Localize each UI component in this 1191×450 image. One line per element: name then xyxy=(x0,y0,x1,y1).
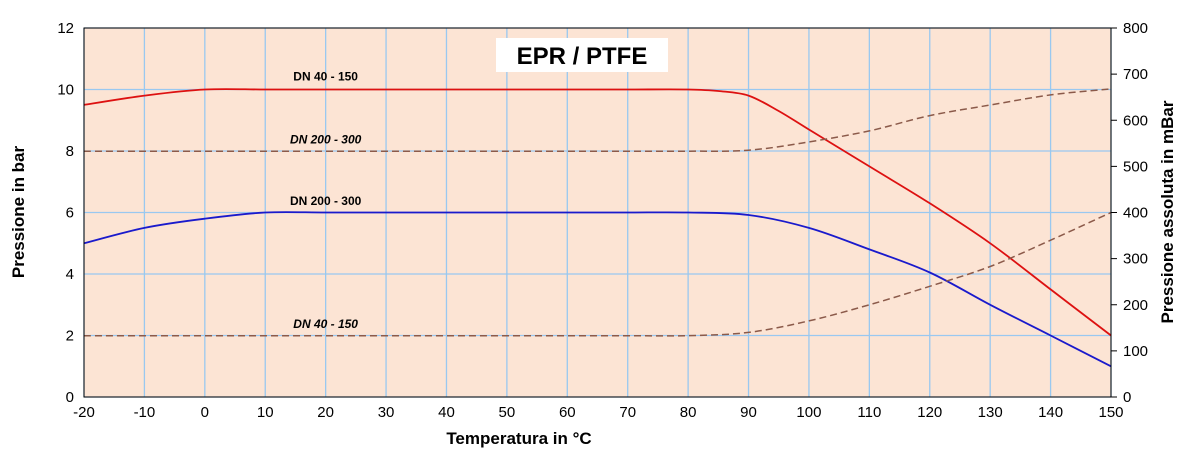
y-tick-label: 4 xyxy=(66,266,74,283)
y-axis-title: Pressione in bar xyxy=(9,145,28,278)
x-tick-label: 0 xyxy=(201,404,209,421)
x-tick-label: 110 xyxy=(857,404,881,421)
y-tick-label: 6 xyxy=(66,205,74,222)
y2-tick-label: 700 xyxy=(1123,66,1148,83)
y2-tick-label: 0 xyxy=(1123,389,1131,406)
x-tick-label: 10 xyxy=(257,404,274,421)
series-label-2: DN 200 - 300 xyxy=(290,132,362,146)
y2-axis-title: Pressione assoluta in mBar xyxy=(1158,100,1177,323)
y-tick-label: 2 xyxy=(66,328,74,345)
x-axis-ticks: -20 -10 0 10 20 30 40 50 60 70 80 90 100 110 120 130 140… xyxy=(73,404,1123,421)
series-line-1 xyxy=(83,88,1112,337)
x-tick-label: 130 xyxy=(978,404,1003,421)
y-axis-ticks: 0 2 4 6 8 10 12 xyxy=(57,20,74,406)
x-tick-label: 20 xyxy=(317,404,334,421)
x-tick-label: 40 xyxy=(438,404,455,421)
title-box: EPR / PTFE xyxy=(496,38,668,72)
y-tick-label: 12 xyxy=(57,20,74,37)
y-tick-label: 8 xyxy=(66,143,74,160)
series-label-1: DN 40 - 150 xyxy=(293,69,358,83)
chart-title: EPR / PTFE xyxy=(517,43,648,70)
series-label-3: DN 200 - 300 xyxy=(290,194,362,208)
y2-tick-label: 200 xyxy=(1123,297,1148,314)
x-tick-label: 120 xyxy=(917,404,942,421)
x-tick-label: 140 xyxy=(1038,404,1063,421)
series-lines xyxy=(83,88,1112,368)
y2-tick-label: 500 xyxy=(1123,158,1148,175)
series-line-4 xyxy=(84,211,1112,337)
series-line-3 xyxy=(83,88,1112,152)
x-axis-title: Temperatura in °C xyxy=(446,429,591,448)
y2-tick-label: 600 xyxy=(1123,112,1148,129)
series-label-4: DN 40 - 150 xyxy=(293,317,358,331)
x-tick-label: -20 xyxy=(73,404,95,421)
y-tick-label: 10 xyxy=(57,82,74,99)
x-tick-label: 80 xyxy=(680,404,697,421)
y2-axis-ticks: 0 100 200 300 400 500 600 700 800 xyxy=(1111,20,1148,406)
x-tick-label: 100 xyxy=(796,404,821,421)
x-tick-label: 50 xyxy=(499,404,516,421)
x-tick-label: 150 xyxy=(1098,404,1123,421)
x-tick-label: 70 xyxy=(619,404,636,421)
y2-tick-label: 400 xyxy=(1123,205,1148,222)
x-tick-label: 90 xyxy=(740,404,757,421)
y2-tick-label: 100 xyxy=(1123,343,1148,360)
y2-tick-label: 800 xyxy=(1123,20,1148,37)
annotations: DN 40 - 150 DN 200 - 300 DN 200 - 300 DN 40… xyxy=(290,69,362,331)
y2-tick-label: 300 xyxy=(1123,251,1148,268)
x-tick-label: 30 xyxy=(378,404,395,421)
x-tick-label: 60 xyxy=(559,404,576,421)
x-tick-label: -10 xyxy=(134,404,156,421)
y-tick-label: 0 xyxy=(66,389,74,406)
series-line-2 xyxy=(83,211,1112,368)
